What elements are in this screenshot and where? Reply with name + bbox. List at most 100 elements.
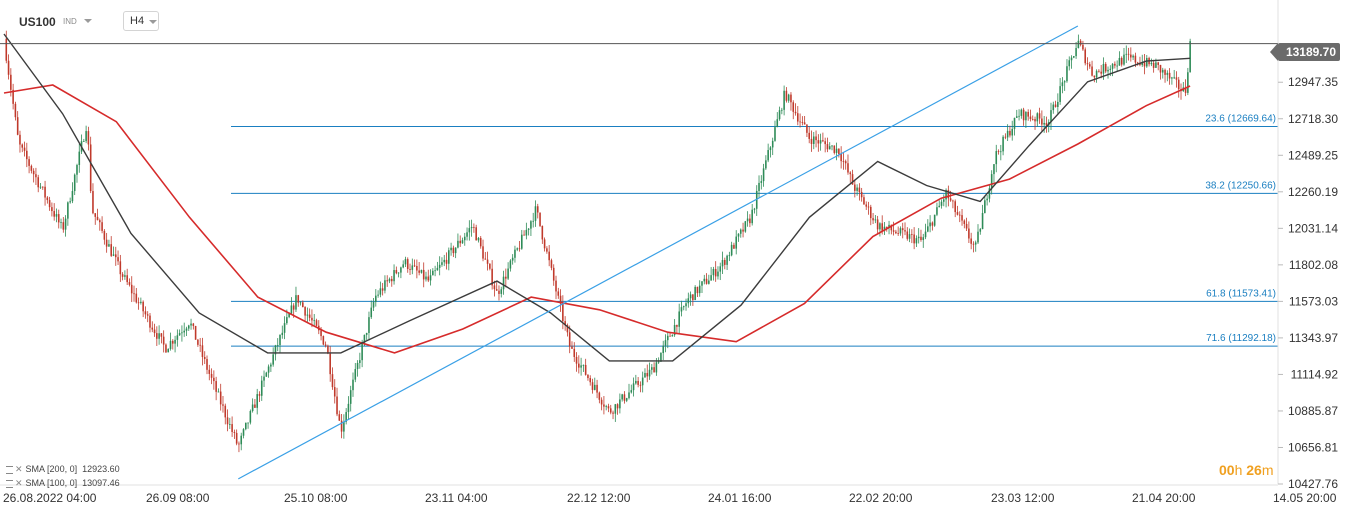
candle-body: [1091, 66, 1093, 76]
settings-lines-icon[interactable]: [6, 479, 13, 488]
settings-lines-icon[interactable]: [6, 465, 13, 474]
candle-body: [863, 197, 865, 205]
candle-body: [1166, 72, 1169, 75]
candle: [1025, 111, 1027, 129]
symbol-dropdown-chevron-down-icon[interactable]: [84, 19, 92, 23]
candle: [454, 247, 457, 259]
trend-line[interactable]: [238, 25, 1079, 480]
candle-body: [30, 165, 33, 171]
timer-minutes: 26: [1246, 462, 1262, 478]
candle: [568, 325, 571, 354]
candle-body: [1043, 122, 1045, 125]
candle: [867, 201, 870, 215]
candle: [897, 226, 899, 236]
candle-body: [737, 233, 740, 237]
candle: [304, 306, 306, 322]
candle: [78, 143, 81, 173]
candle-body: [728, 255, 731, 257]
candle: [149, 312, 151, 333]
candle: [338, 410, 341, 421]
candle: [130, 276, 133, 303]
timeframe-select[interactable]: H4: [123, 11, 159, 31]
candle-body: [146, 314, 149, 316]
time-axis[interactable]: 26.08.2022 04:00 26.09 08:00 25.10 08:00 23…: [0, 484, 1337, 505]
candle-body: [260, 380, 263, 396]
candle: [35, 167, 37, 185]
candle-body: [744, 221, 747, 232]
candle-body: [32, 170, 35, 175]
candle-body: [244, 422, 247, 430]
candle: [872, 213, 874, 225]
candle-body: [62, 222, 65, 230]
candle: [317, 320, 320, 335]
candle: [103, 229, 106, 245]
fibonacci-retracement[interactable]: 23.6 (12669.64) 38.2 (12250.66) 61.8 (1157…: [231, 114, 1278, 347]
candle-body: [1145, 57, 1148, 67]
candle-body: [787, 94, 790, 101]
legend-sma200[interactable]: ✕ SMA [200, 0] 12923.60: [6, 462, 120, 476]
candle: [628, 383, 630, 400]
trend-line-segment[interactable]: [238, 25, 1079, 480]
candle: [276, 338, 279, 352]
candle-body: [769, 147, 772, 151]
candle: [438, 256, 441, 276]
candle-body: [73, 174, 76, 192]
candle-body: [254, 404, 256, 408]
candle: [333, 379, 336, 404]
candle: [712, 266, 715, 281]
candle-body: [1125, 53, 1128, 55]
candle: [404, 256, 407, 268]
candle: [370, 300, 373, 319]
candle-body: [1066, 66, 1068, 82]
symbol-name[interactable]: US100: [19, 15, 56, 29]
candle: [509, 259, 512, 272]
candle-body: [730, 244, 733, 256]
candle: [368, 311, 370, 341]
y-tick-label-1: 12718.30: [1288, 112, 1338, 126]
candle-body: [1068, 60, 1071, 67]
candle-body: [915, 238, 918, 244]
candle: [1098, 69, 1100, 73]
candle-body: [646, 372, 649, 377]
candle-body: [527, 228, 530, 230]
candle-body: [762, 168, 765, 182]
candle-body: [977, 231, 979, 243]
candle: [817, 134, 820, 152]
candle: [213, 370, 215, 390]
candle: [46, 196, 49, 204]
candle: [219, 383, 222, 411]
candle: [176, 329, 179, 347]
candle-body: [580, 365, 582, 368]
candle: [682, 305, 685, 311]
candle: [808, 126, 811, 144]
remove-x-icon[interactable]: ✕: [15, 478, 23, 488]
candle: [1036, 112, 1039, 127]
candle: [749, 214, 751, 228]
candle-body: [751, 209, 753, 224]
price-axis[interactable]: 12947.35 12718.30 12489.25 12260.19 12031.14…: [1277, 0, 1338, 491]
candle-body: [226, 417, 229, 425]
candle: [1159, 64, 1162, 80]
candle-body: [920, 236, 922, 240]
legend-sma100[interactable]: ✕ SMA [100, 0] 13097.46: [6, 476, 120, 490]
remove-x-icon[interactable]: ✕: [15, 464, 23, 474]
candle: [799, 113, 801, 128]
candle-body: [83, 141, 85, 142]
candle: [1009, 125, 1011, 138]
candle: [815, 130, 817, 148]
candle: [641, 371, 644, 393]
candle: [322, 335, 325, 346]
candle-body: [815, 136, 817, 141]
candle-body: [1175, 77, 1178, 80]
candle-countdown-timer: 00h 26m: [1219, 462, 1274, 478]
candle-body: [922, 237, 925, 240]
x-tick-label-7: 23.03 12:00: [991, 491, 1055, 505]
candle: [637, 377, 639, 388]
candle: [724, 257, 726, 270]
candle-body: [448, 250, 450, 264]
candle-body: [53, 211, 55, 217]
candle-body: [372, 302, 375, 308]
candle-body: [395, 270, 398, 274]
candle-body: [1136, 62, 1139, 64]
